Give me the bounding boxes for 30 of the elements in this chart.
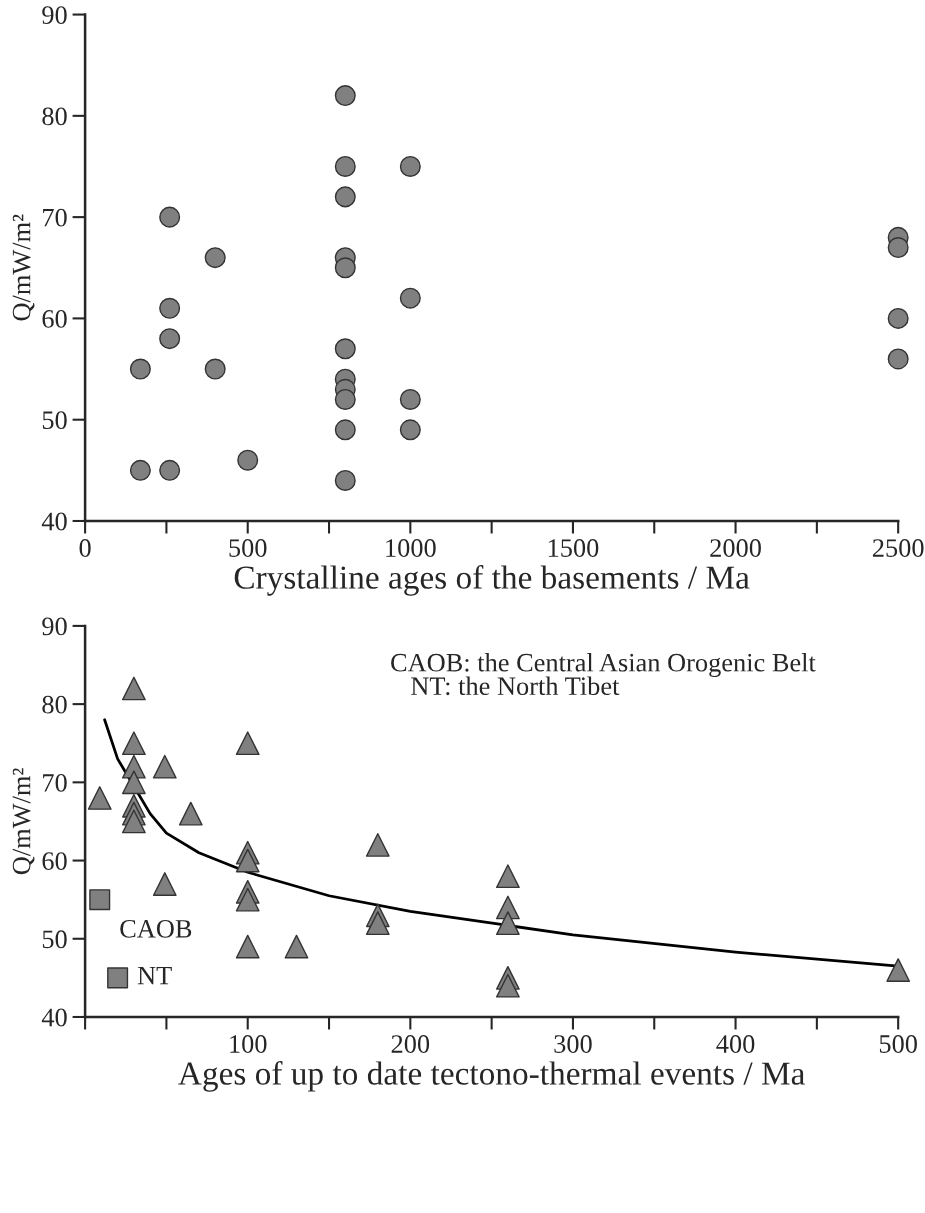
x-tick-label: 2500 — [872, 539, 924, 557]
annotation: CAOB — [120, 919, 192, 938]
x-axis-title: Ages of up to date tectono-thermal events / Ma — [178, 1061, 805, 1092]
annotation: NT: the North Tibet — [411, 676, 620, 696]
y-tick-label: 50 — [42, 930, 67, 949]
x-tick-label: 500 — [229, 539, 267, 557]
y-tick-label: 40 — [41, 512, 67, 531]
y-tick-label: 80 — [42, 695, 67, 714]
y-tick-label: 90 — [42, 6, 67, 24]
x-tick-label: 2000 — [710, 539, 761, 557]
x-tick-label: 500 — [879, 1035, 917, 1053]
x-tick-label: 400 — [716, 1035, 755, 1053]
y-tick-label: 60 — [42, 852, 67, 870]
y-tick-label: 80 — [42, 107, 67, 126]
y-tick-label: 70 — [43, 208, 67, 227]
x-tick-label: 1000 — [386, 539, 436, 557]
y-tick-label: 50 — [42, 411, 67, 430]
y-axis-title: Q/mW/m² — [12, 214, 35, 321]
x-tick-label: 200 — [391, 1035, 430, 1053]
x-tick-label: 1500 — [548, 539, 599, 557]
x-axis-title: Crystalline ages of the basements / Ma — [234, 565, 750, 596]
x-tick-label: 0 — [79, 539, 91, 557]
x-tick-label: 300 — [554, 1035, 592, 1053]
x-tick-label: 100 — [230, 1035, 267, 1053]
y-tick-label: 70 — [43, 773, 67, 792]
y-axis-title: Q/mW/m² — [12, 768, 35, 875]
y-tick-label: 60 — [42, 310, 67, 328]
annotation: NT — [137, 966, 172, 985]
y-tick-label: 90 — [42, 617, 67, 636]
y-tick-label: 40 — [41, 1008, 67, 1027]
